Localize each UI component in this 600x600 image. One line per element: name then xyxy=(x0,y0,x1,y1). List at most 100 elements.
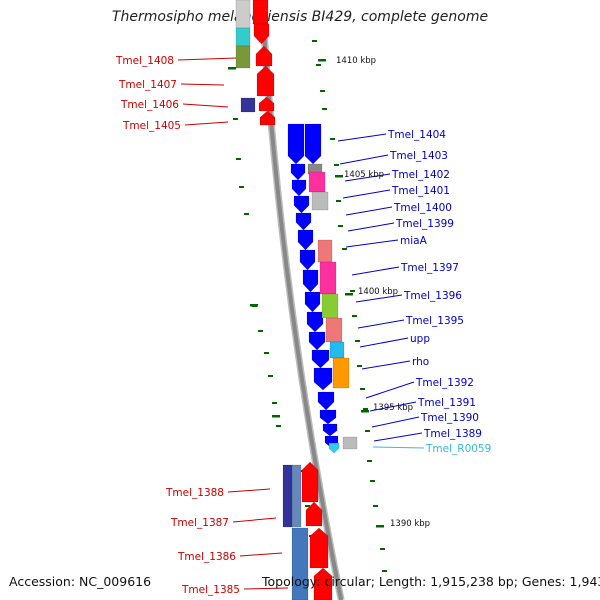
tick-dot xyxy=(258,330,263,332)
label-leader-lines xyxy=(177,57,425,590)
leader-line xyxy=(227,488,271,493)
leader-line xyxy=(365,381,415,399)
position-labels: 1410 kbp 1405 kbp 1400 kbp 1395 kbp 1390 kbp xyxy=(336,56,430,529)
reverse-cds xyxy=(313,367,333,391)
forward-cds xyxy=(252,0,269,25)
position-label: 1410 kbp xyxy=(336,56,376,66)
cds-box xyxy=(235,0,251,29)
gene-label-tmel_1406: Tmel_1406 xyxy=(120,99,179,111)
gene-label-tmel_1387: Tmel_1387 xyxy=(170,517,229,529)
tick-dot xyxy=(363,408,368,410)
cds-box xyxy=(235,27,251,47)
gene-label-tmel_1388: Tmel_1388 xyxy=(165,487,224,499)
forward-cds xyxy=(301,461,319,503)
reverse-cds xyxy=(302,269,319,293)
tick-mark xyxy=(272,415,280,418)
gene-label-tmel_1392: Tmel_1392 xyxy=(415,377,474,389)
gene-label-tmel_1385: Tmel_1385 xyxy=(181,584,240,596)
reverse-cds xyxy=(308,331,326,351)
tick-dot xyxy=(367,460,372,462)
leader-line xyxy=(371,416,420,428)
rna-feature xyxy=(328,442,340,454)
gene-label-tmel_1396: Tmel_1396 xyxy=(403,290,462,302)
forward-cds xyxy=(259,110,276,126)
cds-box xyxy=(321,293,339,319)
cds-box xyxy=(329,341,345,359)
leader-line xyxy=(342,189,391,199)
gene-features xyxy=(235,0,358,600)
tick-dot xyxy=(276,425,281,427)
tick-dot xyxy=(330,138,335,140)
leader-line xyxy=(345,239,399,248)
tick-dot xyxy=(316,64,321,66)
cds-box xyxy=(342,436,358,450)
reverse-cds xyxy=(306,311,324,333)
gene-label-tmel_1405: Tmel_1405 xyxy=(122,120,181,132)
cds-box xyxy=(282,464,294,528)
tick-dot xyxy=(272,402,277,404)
leader-line xyxy=(184,121,229,126)
reverse-cds xyxy=(304,291,321,313)
leader-line xyxy=(359,337,409,348)
leader-line xyxy=(177,57,237,61)
leader-line xyxy=(369,401,417,412)
reverse-cds xyxy=(322,423,338,437)
reverse-cds xyxy=(290,163,306,181)
reverse-cds xyxy=(287,123,305,165)
tick-mark xyxy=(318,59,326,62)
leader-line xyxy=(339,154,389,165)
gene-label-tmel_1390: Tmel_1390 xyxy=(420,412,479,424)
cds-box xyxy=(235,45,251,69)
leader-line xyxy=(239,552,283,557)
tick-dot xyxy=(357,365,362,367)
gene-label-tmel_1400: Tmel_1400 xyxy=(393,202,452,214)
tick-mark xyxy=(376,525,384,528)
cds-box xyxy=(325,317,343,343)
tick-dot xyxy=(382,570,387,572)
leader-line xyxy=(243,587,289,590)
cds-box xyxy=(308,171,326,193)
leader-line xyxy=(344,173,391,182)
reverse-cds xyxy=(304,123,322,165)
forward-cds xyxy=(309,527,329,569)
cds-box xyxy=(317,239,333,263)
reverse-cds xyxy=(299,249,316,271)
tick-dot xyxy=(334,164,339,166)
tick-dot xyxy=(233,118,238,120)
tick-dot xyxy=(350,290,355,292)
cds-box xyxy=(319,261,337,295)
forward-cds xyxy=(258,96,275,112)
tick-mark xyxy=(228,67,236,70)
gene-labels: Tmel_1408 Tmel_1407 Tmel_1406 Tmel_1405 Tmel… xyxy=(115,55,491,596)
reverse-cds xyxy=(297,229,314,251)
tick-mark xyxy=(361,410,369,413)
gene-label-tmel_1407: Tmel_1407 xyxy=(118,79,177,91)
tick-dot xyxy=(320,90,325,92)
gene-label-tmel_1399: Tmel_1399 xyxy=(395,218,454,230)
reverse-cds xyxy=(319,409,337,425)
cds-box xyxy=(291,527,309,600)
tick-dot xyxy=(236,158,241,160)
gene-label-tmel_1408: Tmel_1408 xyxy=(115,55,174,67)
tick-dot xyxy=(312,40,317,42)
forward-cds xyxy=(256,65,275,97)
tick-mark xyxy=(250,304,258,307)
reverse-cds xyxy=(311,349,330,369)
tick-dot xyxy=(336,200,341,202)
genome-stats-text: Topology: circular; Length: 1,915,238 bp… xyxy=(262,574,600,589)
tick-dot xyxy=(365,430,370,432)
gene-label-upp: upp xyxy=(410,333,430,345)
leader-line xyxy=(357,319,405,329)
leader-line xyxy=(180,83,225,86)
leader-line xyxy=(232,517,277,523)
position-label: 1405 kbp xyxy=(344,170,384,180)
tick-mark xyxy=(335,175,343,178)
cds-box xyxy=(311,191,329,211)
cds-box xyxy=(332,357,350,389)
forward-cds xyxy=(305,501,323,527)
reverse-cds xyxy=(295,212,312,231)
tick-dot xyxy=(355,340,360,342)
map-title: Thermosipho melanesiensis BI429, complet… xyxy=(111,9,489,25)
